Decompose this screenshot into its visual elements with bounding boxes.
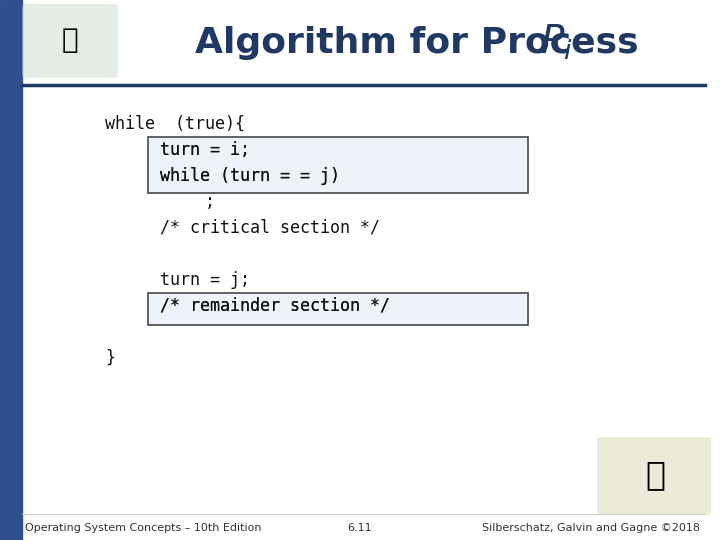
- Text: }: }: [105, 349, 115, 367]
- Text: 🦖: 🦖: [62, 26, 78, 54]
- Text: /* critical section */: /* critical section */: [160, 219, 380, 237]
- Text: Operating System Concepts – 10th Edition: Operating System Concepts – 10th Edition: [25, 523, 261, 533]
- Text: while (turn = = j): while (turn = = j): [160, 167, 340, 185]
- Bar: [148, 137, 528, 193]
- FancyBboxPatch shape: [22, 4, 118, 78]
- Text: Silberschatz, Galvin and Gagne ©2018: Silberschatz, Galvin and Gagne ©2018: [482, 523, 700, 533]
- Text: /* remainder section */: /* remainder section */: [160, 297, 390, 315]
- Bar: [0, 0, 22, 540]
- Bar: [0, 0, 720, 85]
- Text: ;: ;: [205, 193, 215, 211]
- Text: turn = i;: turn = i;: [160, 141, 250, 159]
- Text: while  (true){: while (true){: [105, 115, 245, 133]
- Bar: [148, 293, 528, 325]
- Text: turn = j;: turn = j;: [160, 271, 250, 289]
- Text: 🦕: 🦕: [645, 458, 665, 491]
- FancyBboxPatch shape: [597, 437, 711, 515]
- Text: $\mathit{P}_i$: $\mathit{P}_i$: [540, 23, 573, 62]
- Text: turn = i;: turn = i;: [160, 141, 250, 159]
- Text: Algorithm for Process: Algorithm for Process: [195, 25, 652, 59]
- Text: /* remainder section */: /* remainder section */: [160, 297, 390, 315]
- Text: 6.11: 6.11: [348, 523, 372, 533]
- Text: while (turn = = j): while (turn = = j): [160, 167, 340, 185]
